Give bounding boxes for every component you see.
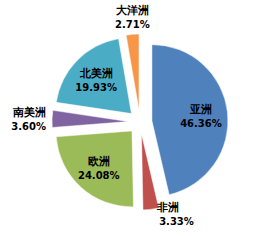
value-label: 19.93% (75, 82, 117, 93)
slices (52, 34, 228, 210)
pie-slice (152, 45, 228, 195)
category-label: 亚洲 (189, 103, 212, 116)
value-label: 3.33% (159, 216, 194, 227)
pie-slice (56, 131, 133, 207)
pie-slice (141, 134, 158, 210)
category-label: 大洋洲 (116, 4, 149, 17)
value-label: 2.71% (115, 19, 150, 30)
category-label: 北美洲 (79, 67, 113, 80)
value-label: 3.60% (11, 121, 46, 132)
chart: 亚洲 46.36% 非洲 3.33% 欧洲 24.08% 南美洲 3.60% 北美洲 19.93%… (0, 0, 272, 236)
pie-slice (126, 34, 139, 110)
value-label: 46.36% (180, 118, 222, 129)
labels: 亚洲 46.36% 非洲 3.33% 欧洲 24.08% 南美洲 3.60% 北美洲 19.93%… (11, 4, 221, 227)
pie-slice (56, 39, 131, 114)
category-label: 欧洲 (88, 155, 110, 168)
value-label: 24.08% (78, 170, 120, 181)
pie-slice (52, 110, 128, 127)
category-label: 非洲 (156, 201, 179, 214)
category-label: 南美洲 (12, 106, 46, 119)
